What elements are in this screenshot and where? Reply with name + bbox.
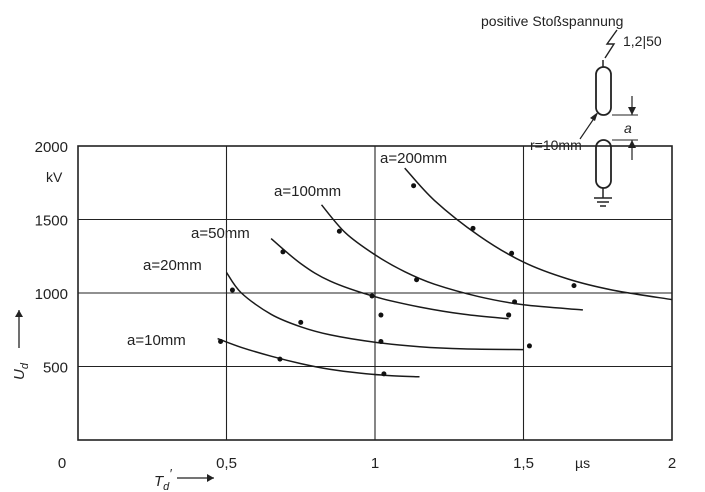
- data-point: [381, 371, 387, 377]
- svg-text:Ud: Ud: [11, 362, 31, 380]
- data-point: [369, 293, 375, 299]
- curve-3: [270, 238, 509, 320]
- curve-labels: a=10mm a=20mm a=50mm a=100mm a=200mm: [127, 150, 447, 349]
- data-point: [414, 277, 420, 283]
- gap-arrow-bottom-head: [628, 140, 636, 148]
- curve-2: [225, 271, 524, 351]
- data-point: [229, 287, 235, 293]
- data-point: [336, 228, 342, 234]
- curve-1: [217, 337, 420, 378]
- gap-label: a: [624, 120, 632, 136]
- data-point: [277, 356, 283, 362]
- x-axis-arrow-head: [207, 474, 214, 482]
- y-tick-label: 1000: [35, 286, 68, 303]
- curve-label: a=50mm: [191, 225, 250, 242]
- waveform-label: 1,2|50: [623, 33, 662, 49]
- x-tick-label: 2: [668, 455, 676, 472]
- data-point: [378, 339, 384, 345]
- x-unit-label: µs: [575, 455, 590, 471]
- y-axis-symbol: U: [11, 369, 28, 380]
- data-point: [526, 343, 532, 349]
- diagram-title: positive Stoßspannung: [481, 13, 623, 29]
- y-tick-label: 2000: [35, 139, 68, 156]
- data-point: [506, 312, 512, 318]
- y-tick-label: 1500: [35, 213, 68, 230]
- y-tick-label: 500: [43, 360, 68, 377]
- curve-label: a=10mm: [127, 332, 186, 349]
- curve-label: a=200mm: [380, 150, 447, 167]
- x-axis-symbol: T: [154, 473, 165, 490]
- x-tick-label: 0,5: [216, 455, 237, 472]
- gap-arrow-top-head: [628, 107, 636, 115]
- upper-electrode: [595, 66, 612, 116]
- svg-text:Td′: Td′: [154, 466, 172, 492]
- x-tick-label: 0: [58, 455, 66, 472]
- radius-pointer-head: [590, 112, 598, 121]
- x-axis-title: Td′: [154, 466, 214, 492]
- x-tick-label: 1,5: [513, 455, 534, 472]
- x-tick-label: 1: [371, 455, 379, 472]
- data-point: [470, 225, 476, 231]
- data-point: [378, 312, 384, 318]
- y-axis-title: Ud: [11, 310, 31, 380]
- y-axis-arrow-head: [15, 310, 23, 317]
- plot-grid: [77, 145, 673, 441]
- curve-4: [320, 204, 583, 311]
- data-point: [411, 183, 417, 189]
- lower-electrode: [595, 139, 612, 189]
- data-point: [298, 319, 304, 325]
- fitted-curves: [217, 167, 673, 378]
- x-axis-prime: ′: [169, 466, 172, 481]
- x-axis-subscript: d: [163, 481, 170, 492]
- curve-label: a=100mm: [274, 183, 341, 200]
- y-unit-label: kV: [46, 169, 63, 185]
- data-point: [509, 250, 515, 256]
- measured-points: [218, 183, 577, 377]
- y-axis-subscript: d: [19, 362, 31, 369]
- radius-label: r=10mm: [530, 137, 582, 153]
- data-point: [571, 283, 577, 289]
- curve-5: [404, 167, 673, 301]
- y-tick-labels: 500 1000 1500 2000: [35, 139, 68, 377]
- curve-label: a=20mm: [143, 257, 202, 274]
- data-point: [218, 339, 224, 345]
- data-point: [280, 249, 286, 255]
- x-tick-labels: 0 0,5 1 1,5 2: [58, 455, 676, 472]
- electrode-arrangement-diagram: positive Stoßspannung 1,2|50 a r=10mm: [481, 13, 662, 207]
- data-point: [512, 299, 518, 305]
- impulse-lightning-icon: [604, 29, 618, 59]
